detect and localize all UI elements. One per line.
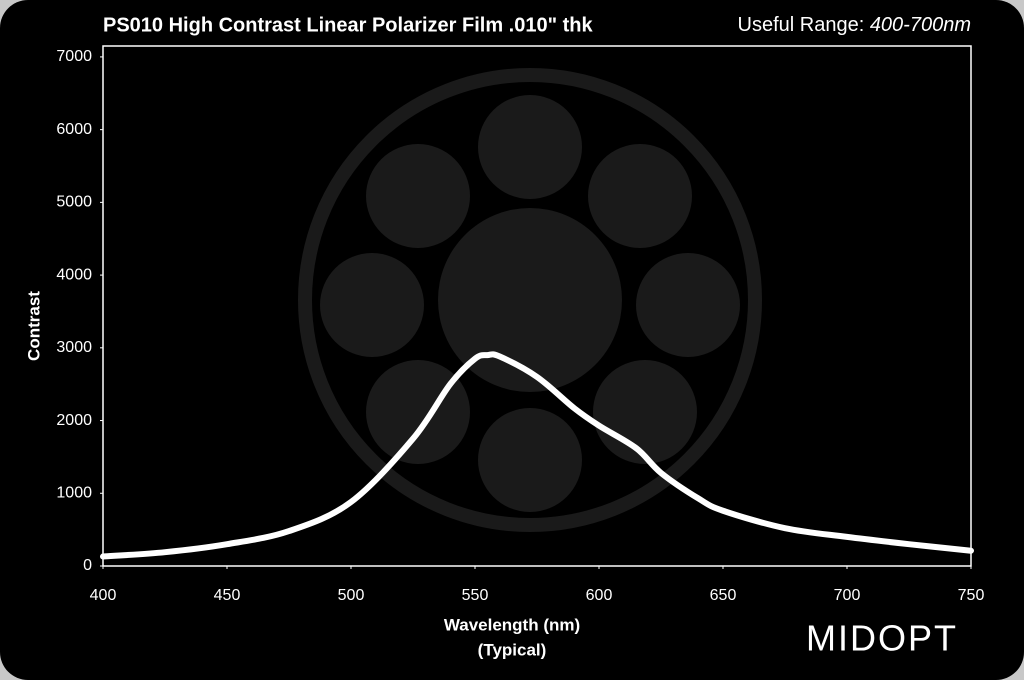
y-tick-label: 5000 bbox=[56, 194, 92, 211]
chart-title: PS010 High Contrast Linear Polarizer Fil… bbox=[103, 14, 594, 36]
y-tick-label: 6000 bbox=[56, 121, 92, 138]
logo: MIDOPT bbox=[806, 618, 958, 659]
x-tick-label: 450 bbox=[214, 587, 241, 604]
x-tick-label: 600 bbox=[586, 587, 613, 604]
x-tick-label: 700 bbox=[834, 587, 861, 604]
range-value: 400-700nm bbox=[870, 14, 971, 36]
y-tick-label: 2000 bbox=[56, 412, 92, 429]
x-tick-label: 650 bbox=[710, 587, 737, 604]
plot-frame bbox=[102, 45, 972, 567]
x-tick-label: 500 bbox=[338, 587, 365, 604]
y-tick-label: 0 bbox=[83, 557, 92, 574]
range-label: Useful Range: 400-700nm bbox=[738, 14, 971, 36]
y-tick-label: 4000 bbox=[56, 266, 92, 283]
x-tick-label: 400 bbox=[90, 587, 117, 604]
y-tick-label: 7000 bbox=[56, 48, 92, 65]
x-tick-label: 550 bbox=[462, 587, 489, 604]
x-axis-sublabel: (Typical) bbox=[478, 640, 547, 659]
data-line bbox=[100, 351, 974, 560]
x-tick-label: 750 bbox=[958, 587, 985, 604]
y-axis-label: Contrast bbox=[24, 291, 43, 361]
y-tick-label: 3000 bbox=[56, 339, 92, 356]
watermark bbox=[298, 68, 762, 532]
range-prefix: Useful Range: bbox=[738, 14, 870, 36]
x-axis-label: Wavelength (nm) bbox=[444, 615, 580, 634]
y-tick-label: 1000 bbox=[56, 484, 92, 501]
